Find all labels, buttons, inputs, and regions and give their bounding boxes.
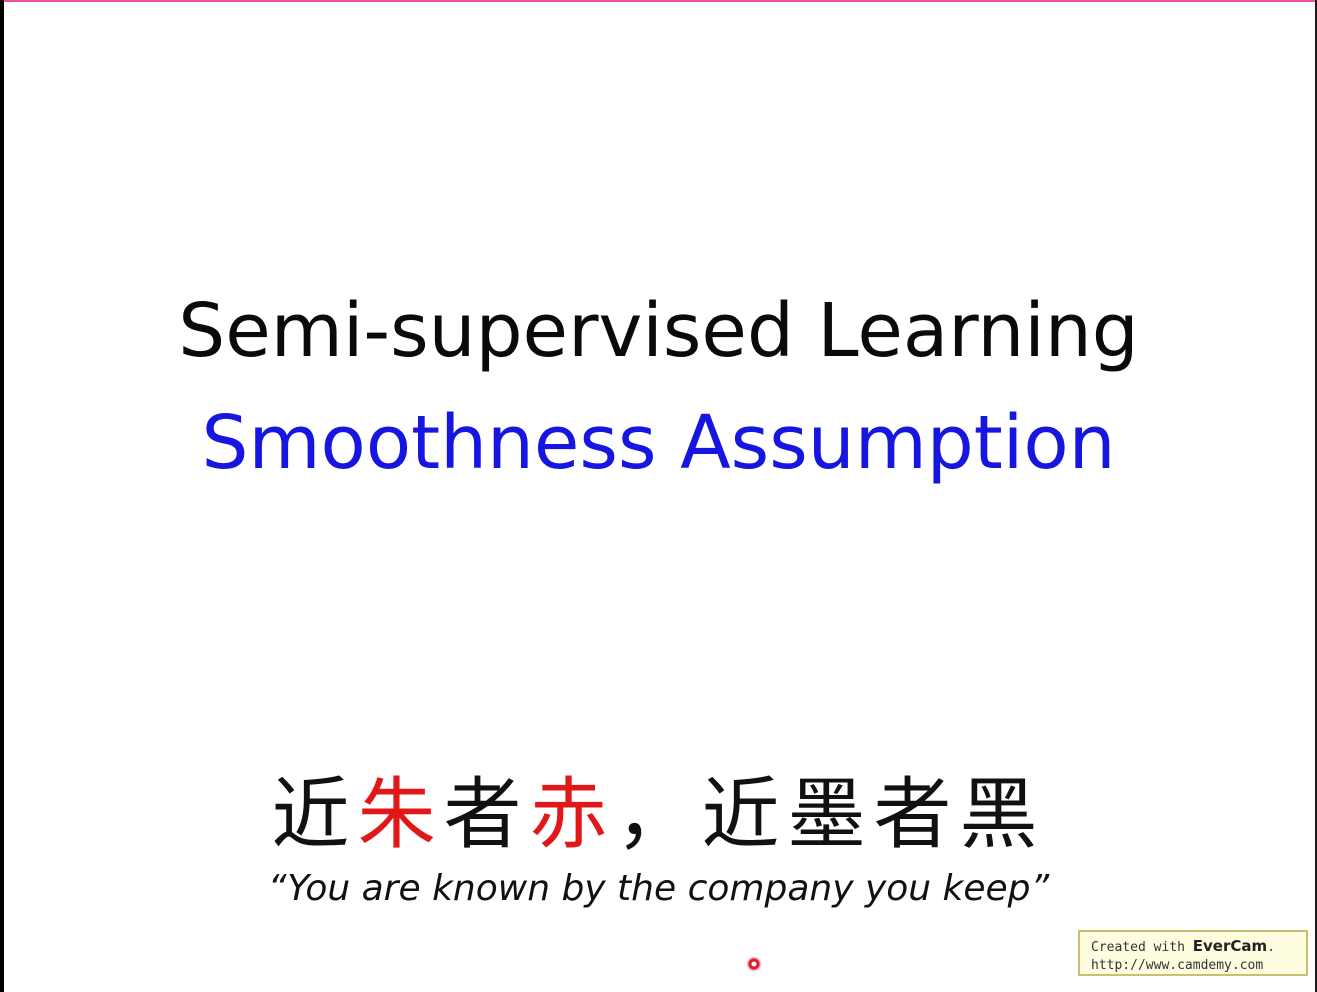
watermark-url: http://www.camdemy.com (1091, 958, 1264, 973)
right-border (1315, 0, 1317, 992)
watermark-brand: EverCam (1192, 937, 1268, 955)
proverb-char-near: 近 (271, 770, 358, 860)
watermark-prefix: Created with (1091, 940, 1193, 955)
top-border (0, 0, 1317, 2)
laser-pointer-icon (747, 957, 761, 971)
chinese-proverb: 近朱者赤，近墨者黑 (0, 752, 1317, 864)
evercam-watermark: Created with EverCam. http://www.camdemy… (1078, 930, 1308, 976)
watermark-suffix: . (1267, 940, 1275, 955)
proverb-second-half: ，近墨者黑 (615, 770, 1046, 860)
english-quote: “You are known by the company you keep” (267, 868, 1050, 909)
slide-subtitle: Smoothness Assumption (201, 400, 1116, 486)
proverb-char-red: 赤 (529, 770, 616, 860)
proverb-char-one: 者 (443, 770, 530, 860)
watermark-line-1: Created with EverCam. (1091, 937, 1306, 957)
left-border (0, 0, 4, 992)
proverb-char-vermilion: 朱 (357, 770, 444, 860)
slide-title: Semi-supervised Learning (178, 288, 1139, 374)
